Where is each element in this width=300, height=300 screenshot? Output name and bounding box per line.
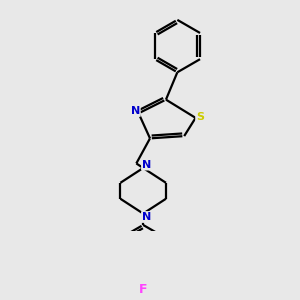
Text: S: S [196,112,204,122]
Text: N: N [142,212,151,222]
Text: N: N [130,106,140,116]
Text: N: N [142,160,151,170]
Text: F: F [139,284,147,296]
